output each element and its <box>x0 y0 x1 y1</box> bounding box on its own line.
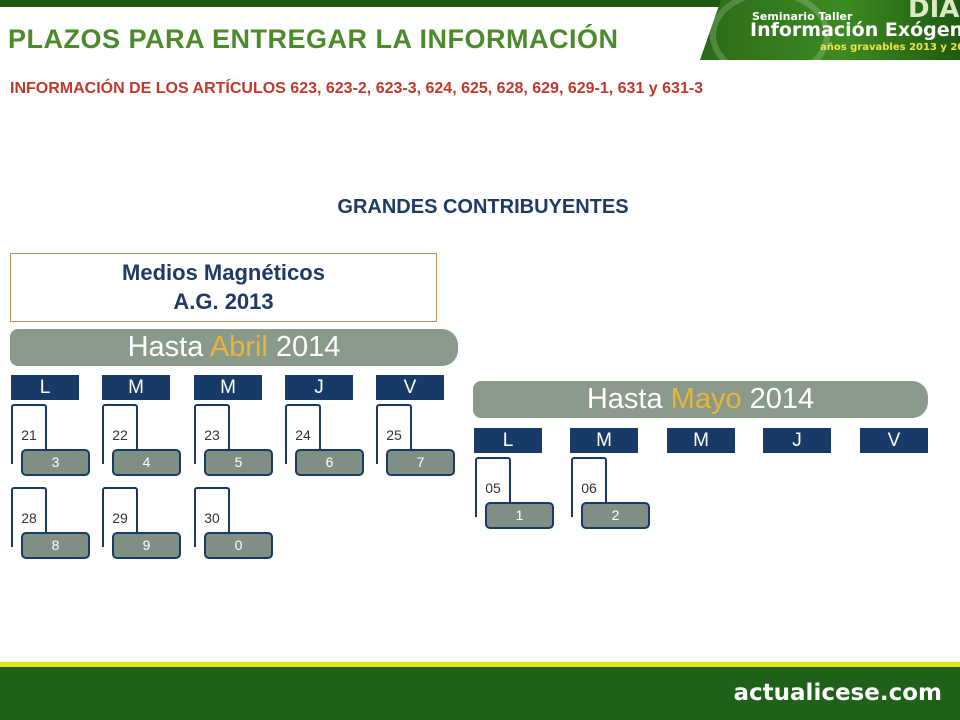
cell-bracket <box>376 404 412 464</box>
cell-date: 06 <box>581 480 597 496</box>
banner-decoration <box>710 0 830 60</box>
cell-date: 28 <box>21 510 37 526</box>
weekday-header: J <box>763 428 831 453</box>
cell-bracket <box>571 457 607 517</box>
pill-year: 2014 <box>749 383 815 415</box>
weekday-header: M <box>667 428 735 453</box>
cell-date: 25 <box>386 427 402 443</box>
pill-year: 2014 <box>275 331 341 363</box>
deadline-cell: 24 6 <box>285 404 365 478</box>
cell-bracket <box>194 487 230 547</box>
banner-line-3: años gravables 2013 y 2014 <box>820 42 960 53</box>
cell-date: 29 <box>112 510 128 526</box>
cell-date: 30 <box>204 510 220 526</box>
cell-bracket <box>475 457 511 517</box>
deadline-cell: 06 2 <box>571 457 651 531</box>
cell-date: 23 <box>204 427 220 443</box>
deadline-cell: 21 3 <box>11 404 91 478</box>
weekday-header: M <box>570 428 638 453</box>
nit-digit-badge: 4 <box>112 449 181 476</box>
deadline-pill-mayo: Hasta Mayo 2014 <box>473 381 928 418</box>
seminar-banner: Seminario Taller Información Exógena año… <box>700 0 960 60</box>
banner-line-2: Información Exógena <box>750 19 960 41</box>
pill-month: Mayo <box>670 383 742 415</box>
weekday-header: L <box>11 375 79 400</box>
page-title: PLAZOS PARA ENTREGAR LA INFORMACIÓN <box>8 24 619 54</box>
weekday-header: M <box>102 375 170 400</box>
medios-line-2: A.G. 2013 <box>173 289 274 314</box>
medios-magneticos-box: Medios Magnéticos A.G. 2013 <box>10 253 437 322</box>
weekday-header: M <box>194 375 262 400</box>
deadline-cell: 25 7 <box>376 404 456 478</box>
nit-digit-badge: 6 <box>295 449 364 476</box>
nit-digit-badge: 8 <box>21 532 90 559</box>
weekday-header: V <box>860 428 928 453</box>
pill-prefix: Hasta <box>127 331 204 363</box>
cell-date: 24 <box>295 427 311 443</box>
deadline-cell: 22 4 <box>102 404 182 478</box>
deadline-cell: 30 0 <box>194 487 274 561</box>
cell-bracket <box>102 487 138 547</box>
deadline-cell: 23 5 <box>194 404 274 478</box>
page-subtitle: INFORMACIÓN DE LOS ARTÍCULOS 623, 623-2,… <box>10 80 704 97</box>
cell-bracket <box>285 404 321 464</box>
deadline-cell: 29 9 <box>102 487 182 561</box>
cell-bracket <box>194 404 230 464</box>
nit-digit-badge: 1 <box>485 502 554 529</box>
footer-accent-line <box>0 662 960 667</box>
cell-bracket <box>102 404 138 464</box>
cell-date: 22 <box>112 427 128 443</box>
cell-date: 21 <box>21 427 37 443</box>
top-accent-bar <box>0 0 960 7</box>
footer-brand: actualicese.com <box>733 680 942 706</box>
nit-digit-badge: 5 <box>204 449 273 476</box>
banner-line-1: Seminario Taller <box>752 10 853 23</box>
deadline-cell: 05 1 <box>475 457 555 531</box>
medios-line-1: Medios Magnéticos <box>122 260 325 285</box>
weekday-header: L <box>474 428 542 453</box>
cell-date: 05 <box>485 480 501 496</box>
pill-month: Abril <box>209 331 268 363</box>
weekday-header: V <box>376 375 444 400</box>
section-title: GRANDES CONTRIBUYENTES <box>337 196 629 218</box>
nit-digit-badge: 2 <box>581 502 650 529</box>
weekday-header: J <box>285 375 353 400</box>
nit-digit-badge: 3 <box>21 449 90 476</box>
cell-bracket <box>11 404 47 464</box>
dian-logo: DIAN <box>908 0 960 24</box>
nit-digit-badge: 7 <box>386 449 455 476</box>
deadline-cell: 28 8 <box>11 487 91 561</box>
nit-digit-badge: 0 <box>204 532 273 559</box>
pill-prefix: Hasta <box>586 383 663 415</box>
footer-bar: actualicese.com <box>0 667 960 720</box>
cell-bracket <box>11 487 47 547</box>
deadline-pill-abril: Hasta Abril 2014 <box>10 329 458 366</box>
nit-digit-badge: 9 <box>112 532 181 559</box>
